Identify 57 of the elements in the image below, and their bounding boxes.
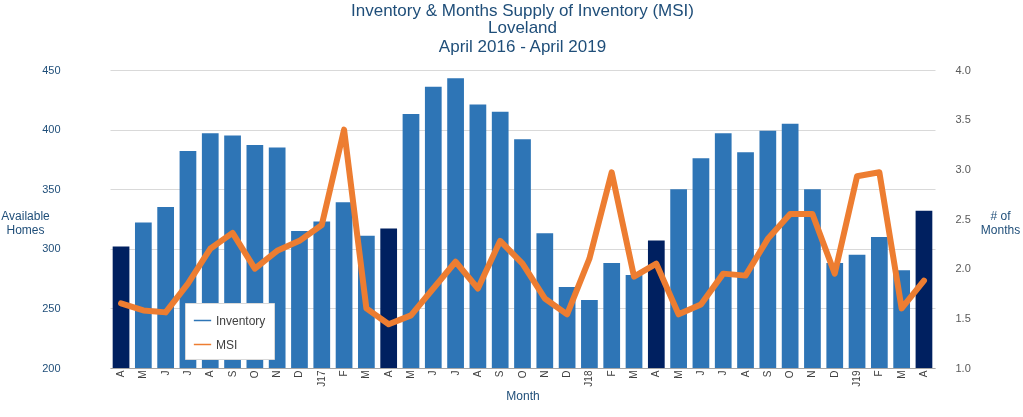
x-tick-label: O <box>516 370 528 379</box>
x-tick-label: A <box>917 370 929 378</box>
x-tick-label: S <box>226 370 238 378</box>
x-tick-label: J <box>181 370 193 376</box>
x-tick-label: D <box>828 370 840 378</box>
x-tick-label: M <box>137 370 149 379</box>
y-tick-label: 350 <box>42 182 61 195</box>
x-tick-label: F <box>605 370 617 377</box>
x-tick-label: O <box>248 370 260 379</box>
x-tick-label: M <box>404 370 416 379</box>
y2-axis-title: # of Months <box>980 208 1021 237</box>
x-tick-label: A <box>471 370 483 378</box>
x-tick-label: N <box>806 370 818 378</box>
y-axis-title: Available Homes <box>1 208 51 237</box>
chart-title: Inventory & Months Supply of Inventory (MSI) <box>351 1 694 20</box>
x-tick-label: J <box>449 370 461 376</box>
x-tick-label: J17 <box>315 370 327 387</box>
x-tick-label: M <box>895 370 907 379</box>
y-tick-label: 400 <box>42 123 61 136</box>
y2-tick-label: 1.0 <box>955 361 971 374</box>
chart-subtitle: Loveland April 2016 - April 2019 <box>438 18 607 56</box>
x-tick-label: M <box>672 370 684 379</box>
x-tick-label: A <box>739 370 751 378</box>
x-tick-label: N <box>271 370 283 378</box>
x-tick-label: A <box>115 370 127 378</box>
y2-tick-label: 3.0 <box>955 162 971 175</box>
x-tick-label: F <box>338 370 350 377</box>
x-tick-label: D <box>293 370 305 378</box>
x-axis-title: Month <box>506 388 540 403</box>
y2-tick-label: 1.5 <box>955 311 971 324</box>
y2-tick-label: 3.5 <box>955 113 971 126</box>
x-tick-label: J <box>717 370 729 376</box>
x-tick-label: S <box>761 370 773 378</box>
x-tick-label: N <box>538 370 550 378</box>
x-tick-label: S <box>494 370 506 378</box>
x-tick-label: D <box>561 370 573 378</box>
x-tick-label: A <box>382 370 394 378</box>
x-tick-label: F <box>873 370 885 377</box>
legend-label: Inventory <box>216 313 266 328</box>
x-tick-label: A <box>650 370 662 378</box>
x-tick-label: J <box>159 370 171 376</box>
y2-tick-label: 2.0 <box>955 262 971 275</box>
y2-tick-label: 4.0 <box>955 63 971 76</box>
y-tick-label: 300 <box>42 242 61 255</box>
x-tick-label: J19 <box>851 370 863 387</box>
y-tick-label: 450 <box>42 63 61 76</box>
legend-label: MSI <box>216 337 238 352</box>
x-tick-label: M <box>628 370 640 379</box>
y2-tick-label: 2.5 <box>955 212 971 225</box>
y-tick-label: 250 <box>42 301 61 314</box>
x-tick-label: M <box>360 370 372 379</box>
y-tick-label: 200 <box>42 361 61 374</box>
x-tick-label: J <box>427 370 439 376</box>
x-tick-label: A <box>204 370 216 378</box>
x-tick-label: J18 <box>583 370 595 387</box>
x-tick-label: J <box>694 370 706 376</box>
x-tick-label: O <box>784 370 796 379</box>
